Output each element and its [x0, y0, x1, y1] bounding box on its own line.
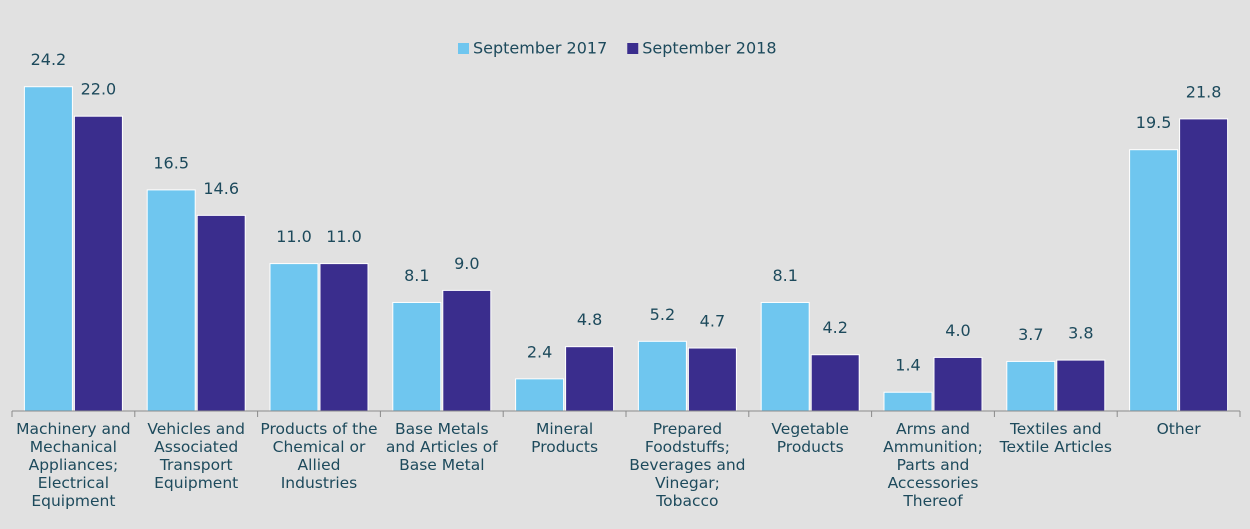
bar [687, 347, 737, 412]
bar [392, 301, 442, 412]
data-label: 5.2 [650, 305, 675, 324]
bar [637, 340, 687, 412]
data-label: 8.1 [772, 266, 797, 285]
bar [146, 189, 196, 412]
bar [1129, 149, 1179, 412]
data-label: 14.6 [203, 179, 239, 198]
bar [442, 289, 492, 412]
x-tick-label: Vegetable Products [771, 420, 849, 456]
data-label: 3.7 [1018, 325, 1043, 344]
bar [1006, 360, 1056, 412]
x-tick-label: Arms and Ammunition; Parts and Accessori… [883, 420, 983, 510]
data-label: 11.0 [326, 227, 362, 246]
data-label: 8.1 [404, 266, 429, 285]
data-label: 2.4 [527, 342, 552, 361]
data-label: 9.0 [454, 254, 479, 273]
bar [269, 263, 319, 412]
legend-label: September 2018 [642, 39, 776, 58]
bar [1179, 118, 1229, 412]
data-label: 1.4 [895, 356, 920, 375]
x-tick-label: Textiles and Textile Articles [999, 420, 1112, 456]
data-label: 4.8 [577, 310, 602, 329]
bar [515, 378, 565, 412]
x-tick-label: Vehicles and Associated Transport Equipm… [147, 420, 245, 492]
legend-swatch [627, 43, 639, 54]
data-label: 19.5 [1136, 113, 1172, 132]
x-tick-label: Products of the Chemical or Allied Indus… [260, 420, 378, 492]
bar [23, 86, 73, 412]
bar [1056, 359, 1106, 412]
data-label: 4.0 [945, 321, 970, 340]
data-label: 16.5 [153, 153, 189, 172]
data-label: 21.8 [1186, 82, 1222, 101]
bar [73, 115, 123, 412]
data-label: 22.0 [81, 80, 117, 99]
bar [933, 356, 983, 412]
bar [565, 346, 615, 412]
x-tick-label: Prepared Foodstuffs; Beverages and Vineg… [629, 420, 746, 510]
bar [319, 263, 369, 412]
data-label: 3.8 [1068, 324, 1093, 343]
data-label: 11.0 [276, 227, 312, 246]
legend-label: September 2017 [473, 39, 607, 58]
x-tick-label: Base Metals and Articles of Base Metal [385, 420, 498, 474]
data-label: 4.7 [700, 312, 725, 331]
data-label: 4.2 [822, 318, 847, 337]
bar [883, 391, 933, 412]
legend-swatch [458, 43, 469, 54]
bar [196, 214, 246, 412]
x-tick-label: Machinery and Mechanical Appliances; Ele… [16, 420, 131, 510]
x-tick-label: Other [1156, 420, 1201, 438]
bar [810, 354, 860, 412]
data-label: 24.2 [31, 50, 67, 69]
x-tick-label: Mineral Products [531, 420, 599, 456]
bar [760, 301, 810, 412]
